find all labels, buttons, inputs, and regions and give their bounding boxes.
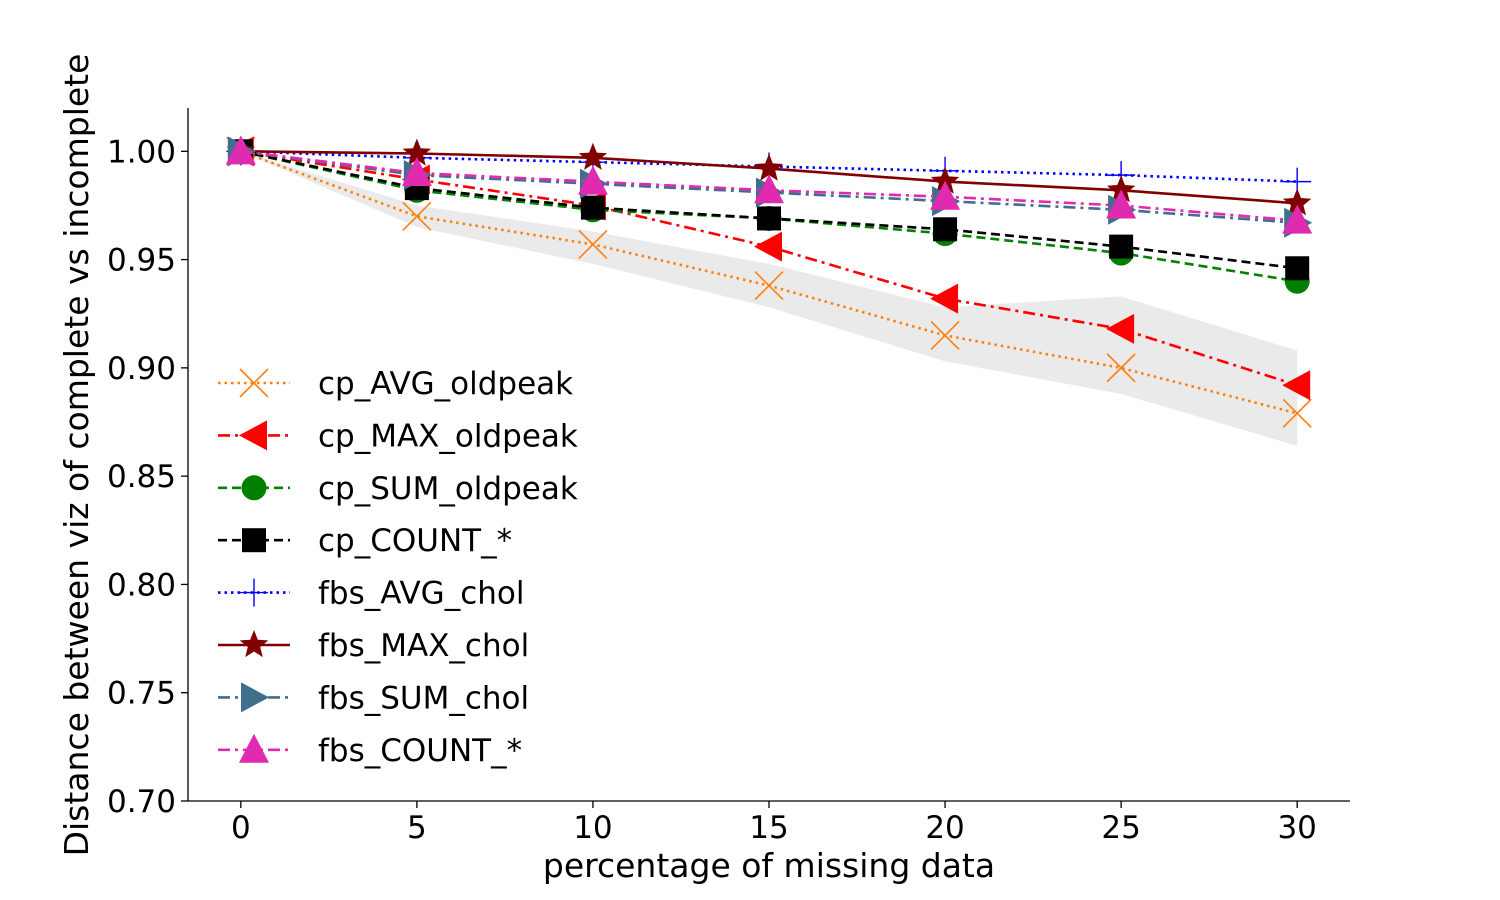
data-point xyxy=(1282,398,1312,428)
confidence-band-layer xyxy=(240,151,1298,446)
legend-marker xyxy=(239,368,269,398)
legend-label: fbs_SUM_chol xyxy=(318,680,529,716)
data-point xyxy=(930,283,959,314)
y-axis-label: Distance between viz of complete vs inco… xyxy=(57,54,96,857)
series-cp_AVG_oldpeak xyxy=(226,136,1312,428)
legend-marker xyxy=(241,475,267,501)
y-tick-label: 0.80 xyxy=(107,567,176,603)
data-point xyxy=(930,180,961,210)
legend-item: fbs_AVG_chol xyxy=(218,576,524,612)
data-point xyxy=(930,166,960,194)
data-point xyxy=(401,156,432,186)
data-point xyxy=(1282,204,1313,234)
legend-label: cp_COUNT_* xyxy=(318,523,512,559)
data-point xyxy=(1282,370,1311,401)
x-axis-label: percentage of missing data xyxy=(543,846,995,885)
data-point xyxy=(933,217,958,242)
series-layer xyxy=(225,135,1313,428)
legend-label: fbs_COUNT_* xyxy=(318,733,522,769)
legend-item: cp_MAX_oldpeak xyxy=(218,418,578,454)
legend-marker xyxy=(239,733,269,763)
data-point xyxy=(1106,313,1135,344)
data-point xyxy=(578,229,608,259)
data-point xyxy=(402,201,432,231)
data-point xyxy=(580,195,605,220)
data-point xyxy=(754,271,784,301)
x-tick-label: 5 xyxy=(407,810,427,846)
legend-label: cp_SUM_oldpeak xyxy=(318,471,578,507)
data-point xyxy=(225,135,256,165)
x-tick-label: 20 xyxy=(925,810,964,846)
data-point xyxy=(754,231,782,262)
legend-marker xyxy=(239,630,269,658)
legend-label: fbs_MAX_chol xyxy=(318,628,529,664)
data-point xyxy=(578,142,608,170)
x-tick-label: 15 xyxy=(749,810,788,846)
data-point xyxy=(1106,175,1136,203)
legend-label: cp_MAX_oldpeak xyxy=(318,418,578,454)
legend-item: fbs_MAX_chol xyxy=(218,628,529,664)
x-ticks: 0 5 10 15 20 25 30 xyxy=(231,801,1317,846)
legend-item: cp_COUNT_* xyxy=(218,523,512,559)
data-point xyxy=(754,153,784,181)
data-point xyxy=(1282,188,1312,216)
data-point xyxy=(1106,189,1137,219)
data-point xyxy=(1109,234,1134,259)
legend-marker xyxy=(242,528,266,553)
legend-item: cp_AVG_oldpeak xyxy=(218,366,573,402)
legend-item: fbs_SUM_chol xyxy=(218,680,529,716)
legend: cp_AVG_oldpeak cp_MAX_oldpeak cp_SUM_oldpe… xyxy=(218,366,578,769)
y-ticks: 0.70 0.75 0.80 0.85 0.90 0.95 1.00 xyxy=(107,134,188,820)
data-point xyxy=(757,206,781,231)
y-tick-label: 0.85 xyxy=(107,459,176,495)
y-tick-label: 0.95 xyxy=(107,243,176,279)
y-tick-label: 0.70 xyxy=(107,784,176,820)
y-tick-label: 1.00 xyxy=(107,134,176,170)
legend-label: cp_AVG_oldpeak xyxy=(318,366,573,402)
legend-marker xyxy=(239,420,267,451)
y-tick-label: 0.75 xyxy=(107,676,176,712)
data-point xyxy=(1106,353,1136,383)
y-tick-label: 0.90 xyxy=(107,351,176,387)
legend-marker xyxy=(241,682,269,713)
legend-item: fbs_COUNT_* xyxy=(218,733,522,769)
legend-label: fbs_AVG_chol xyxy=(318,576,524,612)
x-tick-label: 25 xyxy=(1101,810,1140,846)
series-fbs_COUNT_* xyxy=(225,135,1313,234)
data-point xyxy=(930,320,960,350)
data-point xyxy=(402,138,432,166)
x-tick-label: 10 xyxy=(573,810,612,846)
data-point xyxy=(577,165,608,195)
x-tick-label: 30 xyxy=(1277,810,1316,846)
data-point xyxy=(1285,256,1310,281)
x-tick-label: 0 xyxy=(231,810,251,846)
legend-marker xyxy=(240,578,268,607)
data-point xyxy=(754,174,784,204)
legend-item: cp_SUM_oldpeak xyxy=(218,471,578,507)
confidence-band xyxy=(240,151,1298,446)
